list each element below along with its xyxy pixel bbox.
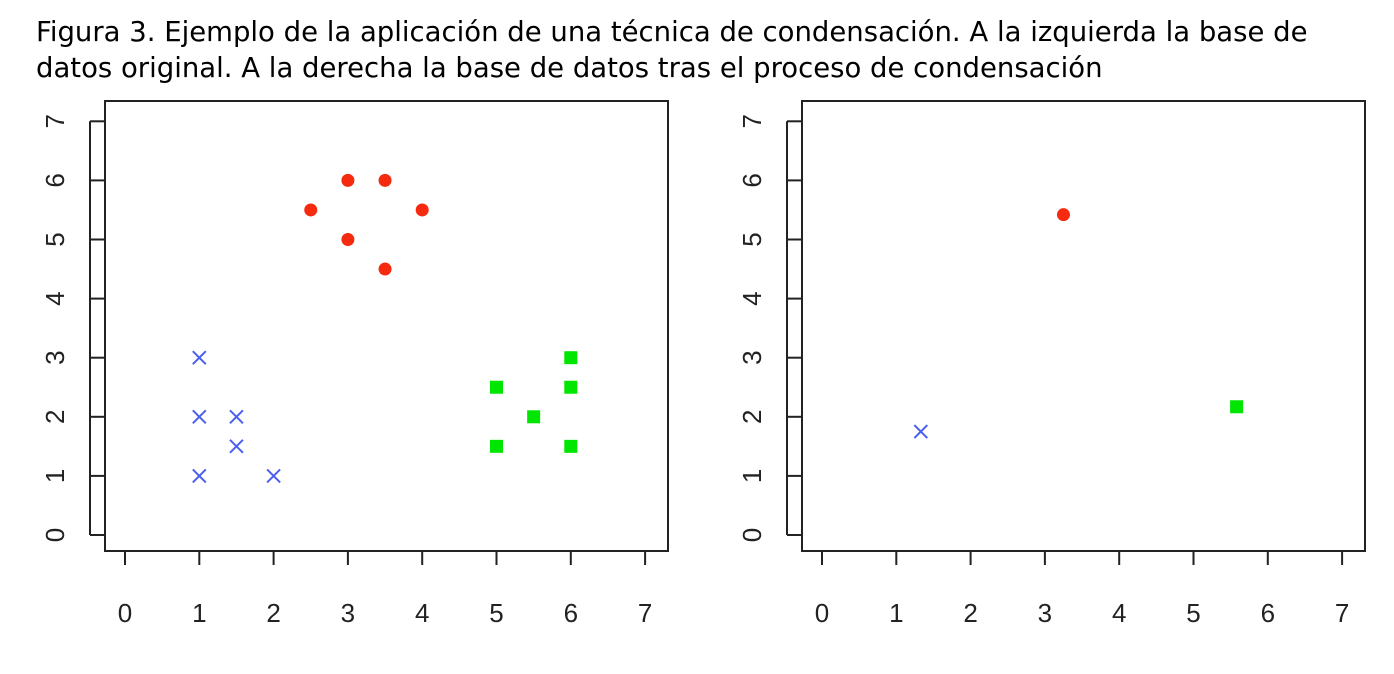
x-tick-label: 1 <box>192 598 206 628</box>
y-tick-label: 2 <box>40 410 70 424</box>
x-tick-label: 1 <box>889 598 903 628</box>
x-tick-label: 4 <box>415 598 429 628</box>
data-point-circle <box>1056 208 1070 222</box>
x-tick-label: 7 <box>638 598 652 628</box>
data-point-square <box>564 380 578 394</box>
data-point-cross <box>229 409 244 425</box>
y-tick-label: 5 <box>737 232 767 246</box>
y-tick-label: 1 <box>40 469 70 483</box>
y-axis: 0 1 2 3 4 5 6 7 <box>40 114 105 542</box>
x-tick-label: 0 <box>118 598 132 628</box>
x-tick-label: 5 <box>489 598 503 628</box>
figure-caption: Figura 3. Ejemplo de la aplicación de un… <box>36 14 1376 86</box>
x-tick-label: 0 <box>815 598 829 628</box>
x-tick-label: 2 <box>963 598 977 628</box>
y-tick-label: 3 <box>737 350 767 364</box>
y-tick-label: 5 <box>40 232 70 246</box>
x-tick-label: 3 <box>1038 598 1052 628</box>
caption-line-1: Figura 3. Ejemplo de la aplicación de un… <box>36 16 1308 48</box>
data-point-circle <box>378 173 392 187</box>
scatter-plot-original: 0 1 2 3 4 5 6 7 0 1 2 3 4 5 6 7 <box>40 100 669 628</box>
y-axis: 0 1 2 3 4 5 6 7 <box>737 114 802 542</box>
x-tick-label: 4 <box>1112 598 1126 628</box>
data-point-cross <box>192 409 207 425</box>
plot-frame <box>104 100 669 552</box>
data-point-cross <box>266 468 281 484</box>
data-point-square <box>490 380 503 394</box>
y-tick-label: 4 <box>737 291 767 305</box>
x-axis: 0 1 2 3 4 5 6 7 <box>815 550 1349 628</box>
y-tick-label: 0 <box>737 528 767 542</box>
data-point-circle <box>341 173 355 187</box>
data-point-cross <box>192 350 207 365</box>
series-circle <box>1056 208 1070 222</box>
y-tick-label: 7 <box>40 114 70 128</box>
y-tick-label: 3 <box>40 350 70 364</box>
data-point-square <box>564 351 578 365</box>
caption-line-2: datos original. A la derecha la base de … <box>36 52 1103 84</box>
series-x <box>192 350 281 484</box>
data-point-circle <box>304 203 318 217</box>
y-tick-label: 2 <box>737 410 767 424</box>
data-point-square <box>564 439 578 453</box>
x-tick-label: 6 <box>1261 598 1275 628</box>
data-point-circle <box>378 262 392 276</box>
series-x <box>913 424 929 439</box>
series-square <box>1230 400 1244 414</box>
x-tick-label: 2 <box>266 598 280 628</box>
data-point-circle <box>341 233 355 246</box>
data-point-square <box>527 410 541 424</box>
x-tick-label: 7 <box>1335 598 1349 628</box>
y-tick-label: 0 <box>40 528 70 542</box>
y-tick-label: 4 <box>40 291 70 305</box>
series-circle <box>304 173 429 276</box>
x-axis: 0 1 2 3 4 5 6 7 <box>118 550 652 628</box>
y-tick-label: 6 <box>737 173 767 187</box>
data-point-cross <box>229 439 244 454</box>
y-tick-label: 6 <box>40 173 70 187</box>
x-tick-label: 3 <box>341 598 355 628</box>
data-point-circle <box>415 203 429 217</box>
data-point-square <box>1230 400 1244 414</box>
data-point-cross <box>913 424 929 439</box>
y-tick-label: 1 <box>737 469 767 483</box>
x-tick-label: 5 <box>1186 598 1200 628</box>
y-tick-label: 7 <box>737 114 767 128</box>
plot-frame <box>801 100 1366 552</box>
scatter-plot-condensed: 0 1 2 3 4 5 6 7 0 1 2 3 4 5 6 7 <box>737 100 1366 628</box>
data-point-cross <box>192 468 207 484</box>
x-tick-label: 6 <box>564 598 578 628</box>
series-square <box>490 351 578 453</box>
data-point-square <box>490 439 503 453</box>
